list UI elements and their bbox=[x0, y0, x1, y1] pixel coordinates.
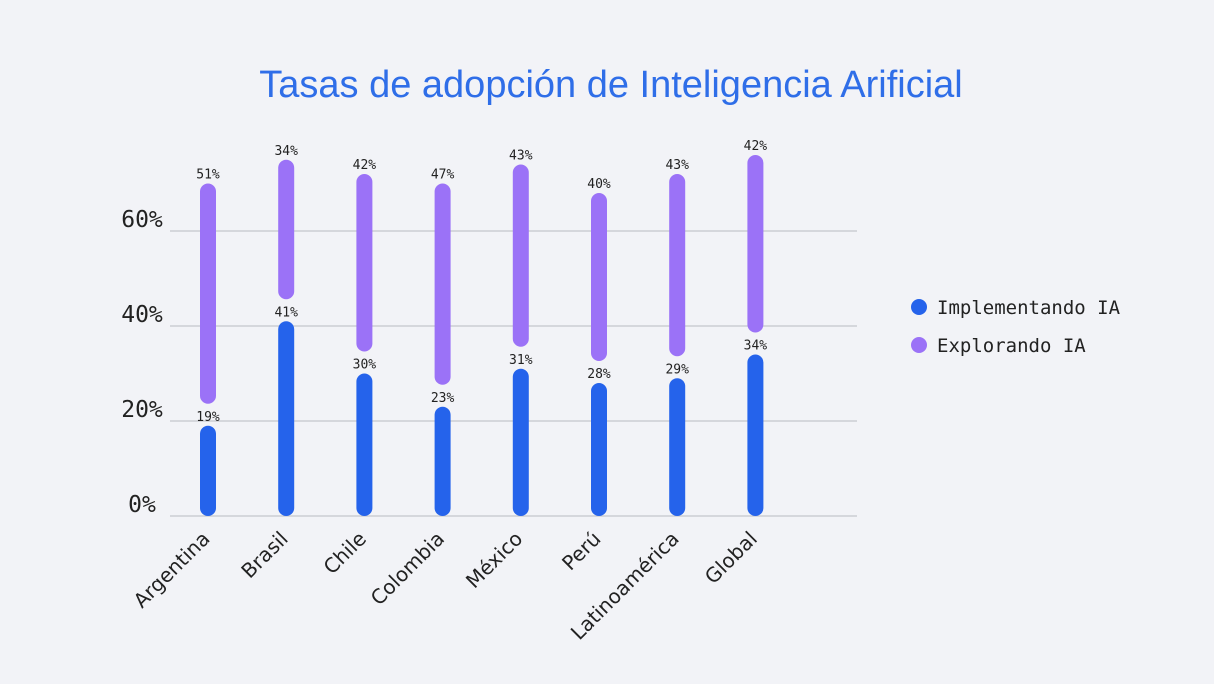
data-label-implementando: 29% bbox=[665, 362, 689, 377]
bar-implementando bbox=[512, 368, 529, 516]
x-tick-label: Brasil bbox=[236, 527, 292, 583]
data-label-implementando: 41% bbox=[274, 305, 298, 320]
data-label-explorando: 34% bbox=[274, 144, 298, 159]
bar-explorando bbox=[669, 174, 686, 357]
bar-implementando bbox=[747, 354, 764, 516]
x-tick-label: Chile bbox=[319, 527, 371, 579]
data-label-explorando: 47% bbox=[431, 168, 455, 183]
data-label-explorando: 40% bbox=[587, 177, 611, 192]
y-tick-label: 60% bbox=[121, 207, 163, 233]
data-label-explorando: 43% bbox=[665, 158, 689, 173]
chart-title: Tasas de adopción de Inteligencia Arific… bbox=[259, 64, 962, 106]
bar-implementando bbox=[669, 378, 686, 516]
bar-explorando bbox=[747, 155, 764, 333]
data-label-implementando: 28% bbox=[587, 367, 611, 382]
data-label-explorando: 51% bbox=[196, 168, 220, 183]
data-label-implementando: 30% bbox=[353, 358, 377, 373]
x-tick-label: Perú bbox=[557, 527, 605, 575]
legend-label-implementando: Implementando IA bbox=[937, 297, 1121, 319]
bar-explorando bbox=[591, 193, 607, 361]
y-tick-label: 40% bbox=[121, 302, 163, 328]
bar-implementando bbox=[278, 321, 295, 516]
data-label-implementando: 23% bbox=[431, 391, 455, 406]
x-tick-label: Global bbox=[700, 527, 762, 589]
legend-marker-explorando bbox=[911, 337, 927, 353]
bar-explorando bbox=[278, 159, 295, 300]
legend-marker-implementando bbox=[911, 299, 927, 315]
data-label-explorando: 42% bbox=[744, 139, 768, 154]
legend-label-explorando: Explorando IA bbox=[937, 335, 1086, 357]
y-tick-label: 0% bbox=[128, 492, 156, 518]
bar-explorando bbox=[434, 183, 451, 385]
bar-explorando bbox=[356, 174, 373, 352]
bar-implementando bbox=[356, 373, 373, 516]
x-tick-label: México bbox=[461, 527, 527, 593]
x-tick-label: Argentina bbox=[129, 527, 215, 613]
x-tick-label: Colombia bbox=[366, 527, 449, 610]
bars bbox=[200, 155, 764, 516]
data-label-implementando: 19% bbox=[196, 410, 220, 425]
bar-explorando bbox=[200, 183, 216, 404]
bar-implementando bbox=[200, 425, 216, 516]
legend: Implementando IA Explorando IA bbox=[911, 297, 1121, 357]
data-label-explorando: 42% bbox=[353, 158, 377, 173]
y-tick-label: 20% bbox=[121, 397, 163, 423]
bar-implementando bbox=[434, 406, 451, 516]
bar-implementando bbox=[591, 383, 607, 516]
data-label-implementando: 34% bbox=[744, 339, 768, 354]
data-label-implementando: 31% bbox=[509, 353, 533, 368]
bar-explorando bbox=[512, 164, 529, 347]
data-labels: 19% 51% 41% 34% 30% 42% 23% 47% 31% 43% 28% 40% 29% 4… bbox=[196, 139, 767, 425]
y-axis: 0% 20% 40% 60% bbox=[121, 207, 163, 518]
data-label-explorando: 43% bbox=[509, 149, 533, 164]
legend-item-explorando[interactable]: Explorando IA bbox=[911, 335, 1086, 357]
legend-item-implementando[interactable]: Implementando IA bbox=[911, 297, 1121, 319]
